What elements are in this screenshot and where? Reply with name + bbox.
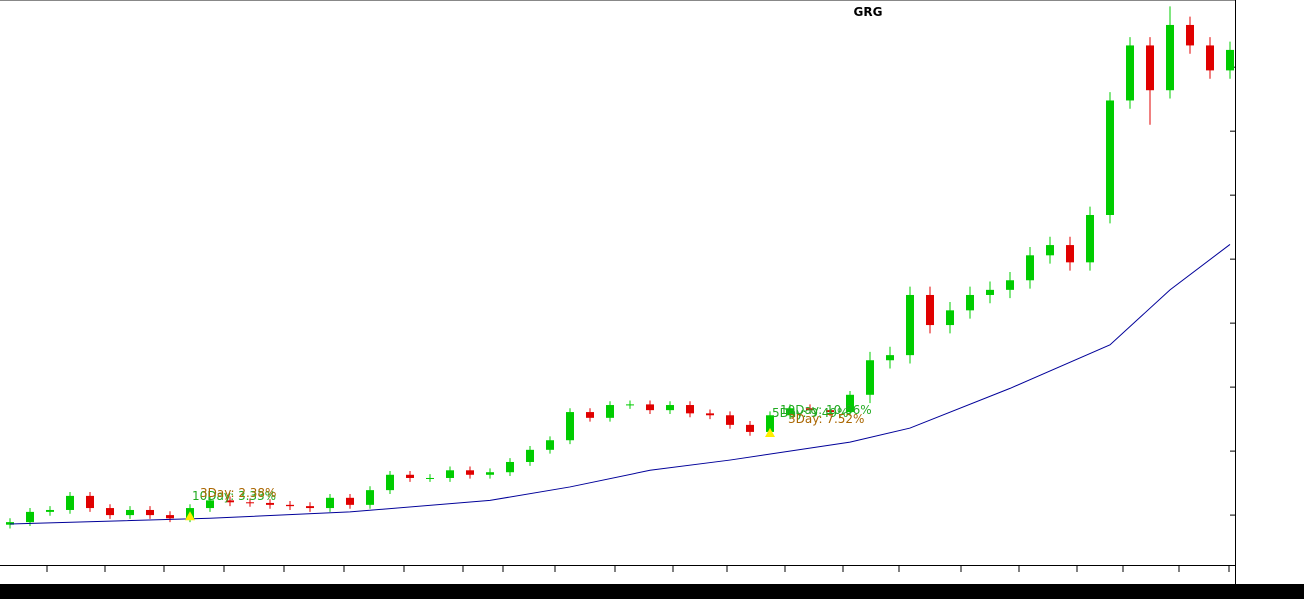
candle-body [1166,24,1174,91]
candle-body [686,405,694,414]
candle-body [1126,45,1134,101]
signal-label: 10Day: 3.33% [192,489,276,503]
candle-body [66,495,74,510]
candle-body [886,355,894,361]
candle-body [786,408,794,416]
candle-body [866,360,874,395]
candle-body [406,474,414,478]
signal-label: 3Day: 7.52% [788,412,864,426]
candle-body [346,497,354,505]
status-bar [0,584,1304,599]
candle-body [1086,214,1094,263]
candle-body [766,415,774,432]
candle-body [86,495,94,509]
candle-body [666,405,674,411]
candle-body [1006,280,1014,290]
candle-body [626,404,634,406]
candle-body [746,424,754,432]
candle-body [1206,45,1214,71]
candle-body [546,440,554,450]
candle-body [586,412,594,418]
candle-body [1106,100,1114,215]
candle-body [826,410,834,413]
candle-body [606,405,614,418]
candle-body [1226,49,1234,71]
moving-average [9,244,1231,525]
candle-body [146,509,154,516]
candle-body [166,515,174,519]
candle-body [846,394,854,413]
candle-body [946,310,954,326]
candle-body [426,477,434,479]
candle-body [326,497,334,509]
signal-label: 10Day: 10.86% [780,403,872,417]
candle-body [526,449,534,462]
candle-body [246,502,254,504]
candle-body [46,509,54,512]
candle-body [386,474,394,491]
candle-body [926,294,934,326]
candle-body [566,412,574,441]
candle-body [646,404,654,411]
signal-label: 5Day: 9.49% [772,406,848,420]
signal-label: 3Day: 2.38% [200,486,276,500]
candle-body [266,502,274,505]
candle-body [286,504,294,507]
candle-body [706,413,714,416]
candle-body [6,522,14,525]
candle-body [1026,255,1034,281]
candle-body [1046,245,1054,256]
candle-body [366,490,374,505]
candle-body [506,461,514,473]
signal-marker [765,428,775,438]
candle-body [446,470,454,478]
candle-body [226,500,234,503]
candle-body [1146,45,1154,91]
candle-body [26,511,34,523]
candle-body [126,509,134,516]
candle-body [466,470,474,475]
candle-body [806,408,814,411]
candle-body [206,500,214,509]
candle-body [486,472,494,475]
candle-body [306,506,314,509]
candle-body [106,508,114,516]
chart-title: GRG [854,5,883,19]
candle-body [966,294,974,311]
signal-marker [185,511,195,521]
candle-body [986,289,994,295]
candle-body [1186,24,1194,46]
candle-body [906,294,914,356]
candle-body [726,415,734,425]
candle-body [1066,245,1074,263]
